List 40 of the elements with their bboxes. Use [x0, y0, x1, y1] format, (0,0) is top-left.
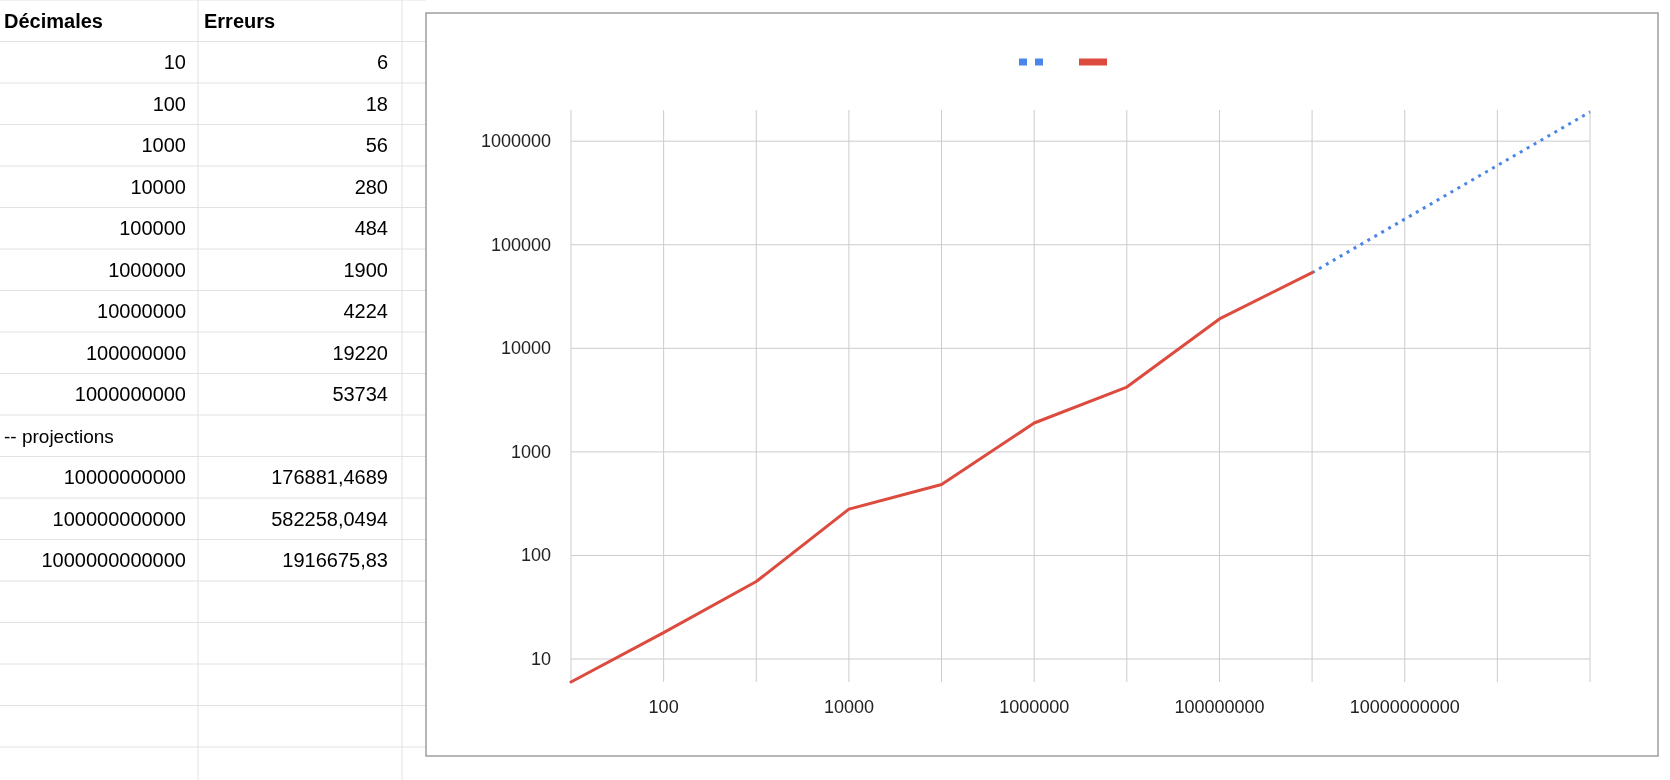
y-tick-label: 1000000	[480, 131, 551, 152]
text: 1000000000	[74, 383, 186, 406]
text: 10000000000	[63, 466, 186, 489]
x-tick-label: 100000000	[1174, 697, 1265, 717]
text: 10	[163, 51, 186, 74]
text: 484	[354, 217, 388, 240]
text: 53734	[332, 383, 388, 406]
text: 1900	[343, 258, 388, 281]
y-tick-label: 100000	[490, 234, 551, 255]
text: 100000000	[85, 341, 186, 364]
text: 1000000	[108, 258, 186, 281]
text: -- projections	[4, 425, 114, 447]
text: 100000000000	[52, 507, 186, 530]
y-tick-label: 10	[530, 649, 551, 670]
text: 6	[376, 51, 388, 74]
text: 582258,0494	[271, 507, 388, 530]
text: 19220	[332, 341, 388, 364]
text: 100	[152, 92, 186, 115]
text: 176881,4689	[271, 466, 388, 489]
text: 1000	[141, 134, 186, 157]
x-tick-label: 100	[648, 697, 679, 717]
text: 1000000000000	[41, 549, 186, 572]
text: 56	[365, 134, 388, 157]
text: Décimales	[4, 9, 103, 32]
x-tick-label: 10000000000	[1349, 697, 1460, 717]
y-tick-label: 1000	[510, 441, 551, 462]
text: 1916675,83	[282, 549, 388, 572]
line-series	[569, 271, 1314, 684]
text: Erreurs	[204, 9, 276, 32]
y-tick-label: 100	[520, 545, 551, 566]
y-tick-label: 10000	[500, 338, 551, 359]
x-tick-label: 10000	[823, 697, 874, 717]
x-tick-label: 1000000	[999, 697, 1070, 717]
line-series	[1310, 110, 1592, 275]
text: 10000000	[97, 300, 186, 323]
text: 18	[365, 92, 388, 115]
text: 4224	[343, 300, 388, 323]
text: 10000	[130, 175, 186, 198]
text: 100000	[119, 217, 186, 240]
text: 280	[354, 175, 388, 198]
